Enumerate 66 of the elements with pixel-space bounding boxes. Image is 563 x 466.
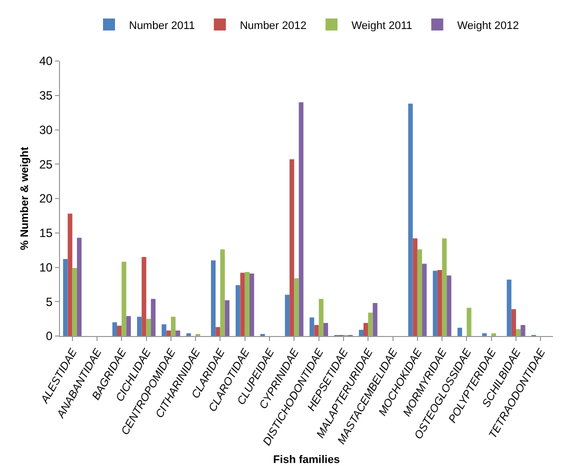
y-tick-label: 10: [39, 260, 53, 274]
y-tick-label: 20: [39, 192, 53, 206]
bar: [457, 328, 462, 336]
bar: [284, 294, 290, 336]
bar: [150, 298, 156, 336]
bar: [310, 317, 314, 336]
bar: [170, 316, 176, 336]
bar: [506, 280, 512, 336]
bar: [216, 327, 220, 336]
bar: [112, 322, 117, 336]
bar: [442, 238, 447, 336]
x-axis-title: Fish families: [273, 454, 340, 466]
legend-label: Weight 2012: [457, 20, 519, 32]
bar: [432, 270, 438, 336]
y-axis-title: % Number & weight: [19, 146, 31, 250]
bar: [72, 268, 77, 336]
bar: [372, 303, 378, 336]
bar: [250, 273, 254, 336]
bar: [240, 272, 245, 336]
bar: [520, 325, 526, 336]
bar: [126, 316, 131, 336]
bar: [298, 102, 304, 336]
bar: [422, 264, 427, 336]
bar: [162, 324, 166, 336]
bar: [323, 322, 328, 336]
bar: [176, 330, 180, 336]
bar: [166, 330, 171, 336]
legend-label: Weight 2011: [352, 20, 412, 32]
bar: [408, 104, 413, 336]
bar: [76, 238, 82, 336]
bar: [117, 326, 122, 336]
y-tick-label: 5: [46, 294, 53, 309]
bar: [364, 322, 368, 336]
bar: [318, 298, 324, 336]
bar: [482, 333, 487, 336]
bar: [236, 285, 240, 336]
bar: [437, 270, 442, 336]
y-tick-label: 30: [39, 122, 53, 137]
bar: [511, 309, 516, 336]
bar: [63, 259, 68, 336]
bar: [210, 260, 216, 336]
bar: [446, 276, 452, 336]
bar: [224, 300, 230, 336]
bar: [294, 278, 299, 336]
y-tick-label: 15: [39, 226, 53, 240]
bar: [290, 159, 294, 336]
bar: [137, 316, 142, 336]
bar: [122, 262, 126, 336]
legend-label: Number 2012: [240, 20, 306, 32]
bar: [142, 256, 146, 336]
bar: [368, 312, 373, 336]
y-tick-label: 0: [46, 329, 53, 344]
bar: [466, 308, 472, 336]
bar: [516, 329, 521, 336]
bar: [314, 325, 319, 336]
bar: [146, 318, 151, 336]
legend-label: Number 2011: [129, 20, 195, 32]
bar: [220, 249, 225, 336]
bar: [68, 214, 72, 336]
y-tick-label: 40: [39, 54, 53, 68]
bar: [412, 238, 418, 336]
y-tick-label: 35: [39, 88, 53, 103]
bar: [244, 272, 250, 336]
y-tick-label: 25: [39, 157, 53, 172]
bar: [358, 330, 364, 336]
bar: [417, 249, 422, 336]
